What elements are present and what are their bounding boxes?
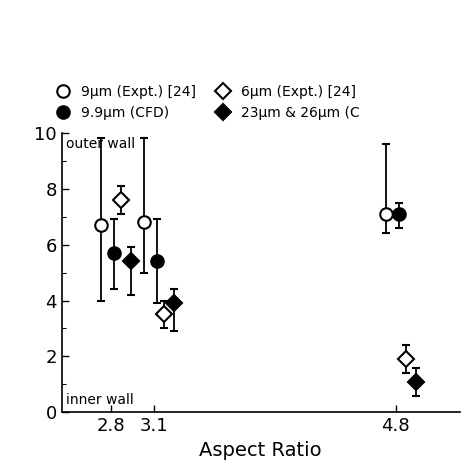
Legend: 9μm (Expt.) [24], 9.9μm (CFD), 6μm (Expt.) [24], 23μm & 26μm (C: 9μm (Expt.) [24], 9.9μm (CFD), 6μm (Expt… <box>49 85 360 120</box>
X-axis label: Aspect Ratio: Aspect Ratio <box>200 441 322 460</box>
Text: outer wall: outer wall <box>66 137 135 151</box>
Text: inner wall: inner wall <box>66 393 134 407</box>
